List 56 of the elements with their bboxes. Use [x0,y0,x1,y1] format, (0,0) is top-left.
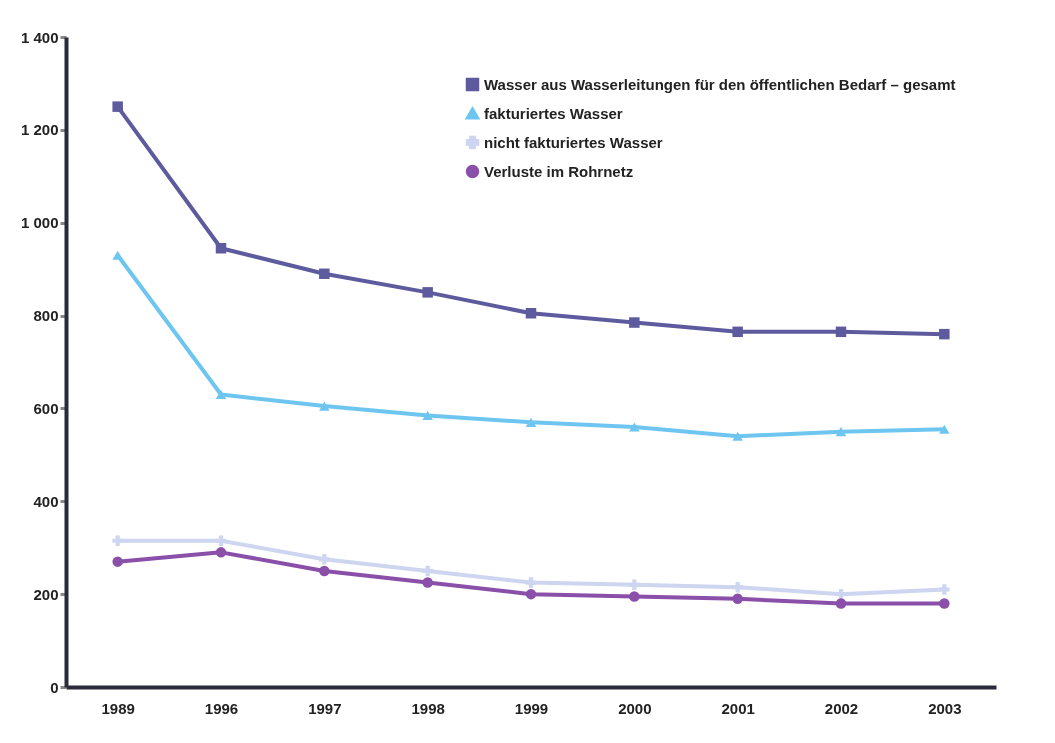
point [629,591,640,602]
x-tick-label: 1997 [308,699,342,717]
point [319,268,330,280]
point [939,598,950,609]
legend-label: Wasser aus Wasserleitungen für den öffentlichen Bedarf – gesamt [484,75,956,93]
point [215,389,227,400]
point [835,598,847,609]
legend-label: fakturiertes Wasser [484,104,623,122]
point [939,424,950,434]
point [525,417,537,427]
point [939,328,950,340]
point [319,565,330,577]
y-tick-label: 600 [33,399,59,417]
point [732,593,743,605]
x-tick-label: 1996 [204,699,239,717]
y-tick-label: 1 400 [20,28,59,46]
point [112,535,123,546]
y-tick-label: 400 [33,492,59,510]
point [835,427,847,437]
point [422,565,433,577]
point [215,547,227,558]
x-tick-label: 2001 [721,699,755,717]
y-tick-label: 1 200 [20,121,59,139]
point [629,579,640,591]
point [732,581,743,593]
point [215,535,227,546]
x-tick-label: 2000 [618,699,652,717]
y-tick-label: 800 [33,307,59,325]
point [525,308,537,319]
x-tick-label: 1989 [101,699,135,717]
point [835,326,847,338]
x-tick-label: 2002 [824,699,859,717]
legend-label: Verluste im Rohrnetz [484,162,634,180]
y-tick-label: 1 000 [20,214,59,232]
point [525,588,537,600]
point [112,556,123,567]
point [939,584,950,595]
point [422,577,433,588]
legend-label: nicht fakturiertes Wasser [484,133,663,151]
y-tick-label: 200 [33,585,59,603]
point [732,326,743,338]
point [112,250,123,260]
x-tick-label: 1999 [514,699,549,717]
point [732,431,743,441]
point [319,401,330,411]
x-tick-label: 2003 [928,699,962,717]
x-tick-label: 1998 [411,699,445,717]
point [629,317,640,328]
point [422,287,433,298]
y-tick-label: 0 [50,678,59,696]
point [629,422,640,432]
point [215,243,227,254]
point [525,577,537,588]
point [112,101,123,112]
point [319,554,330,565]
point [422,410,433,420]
